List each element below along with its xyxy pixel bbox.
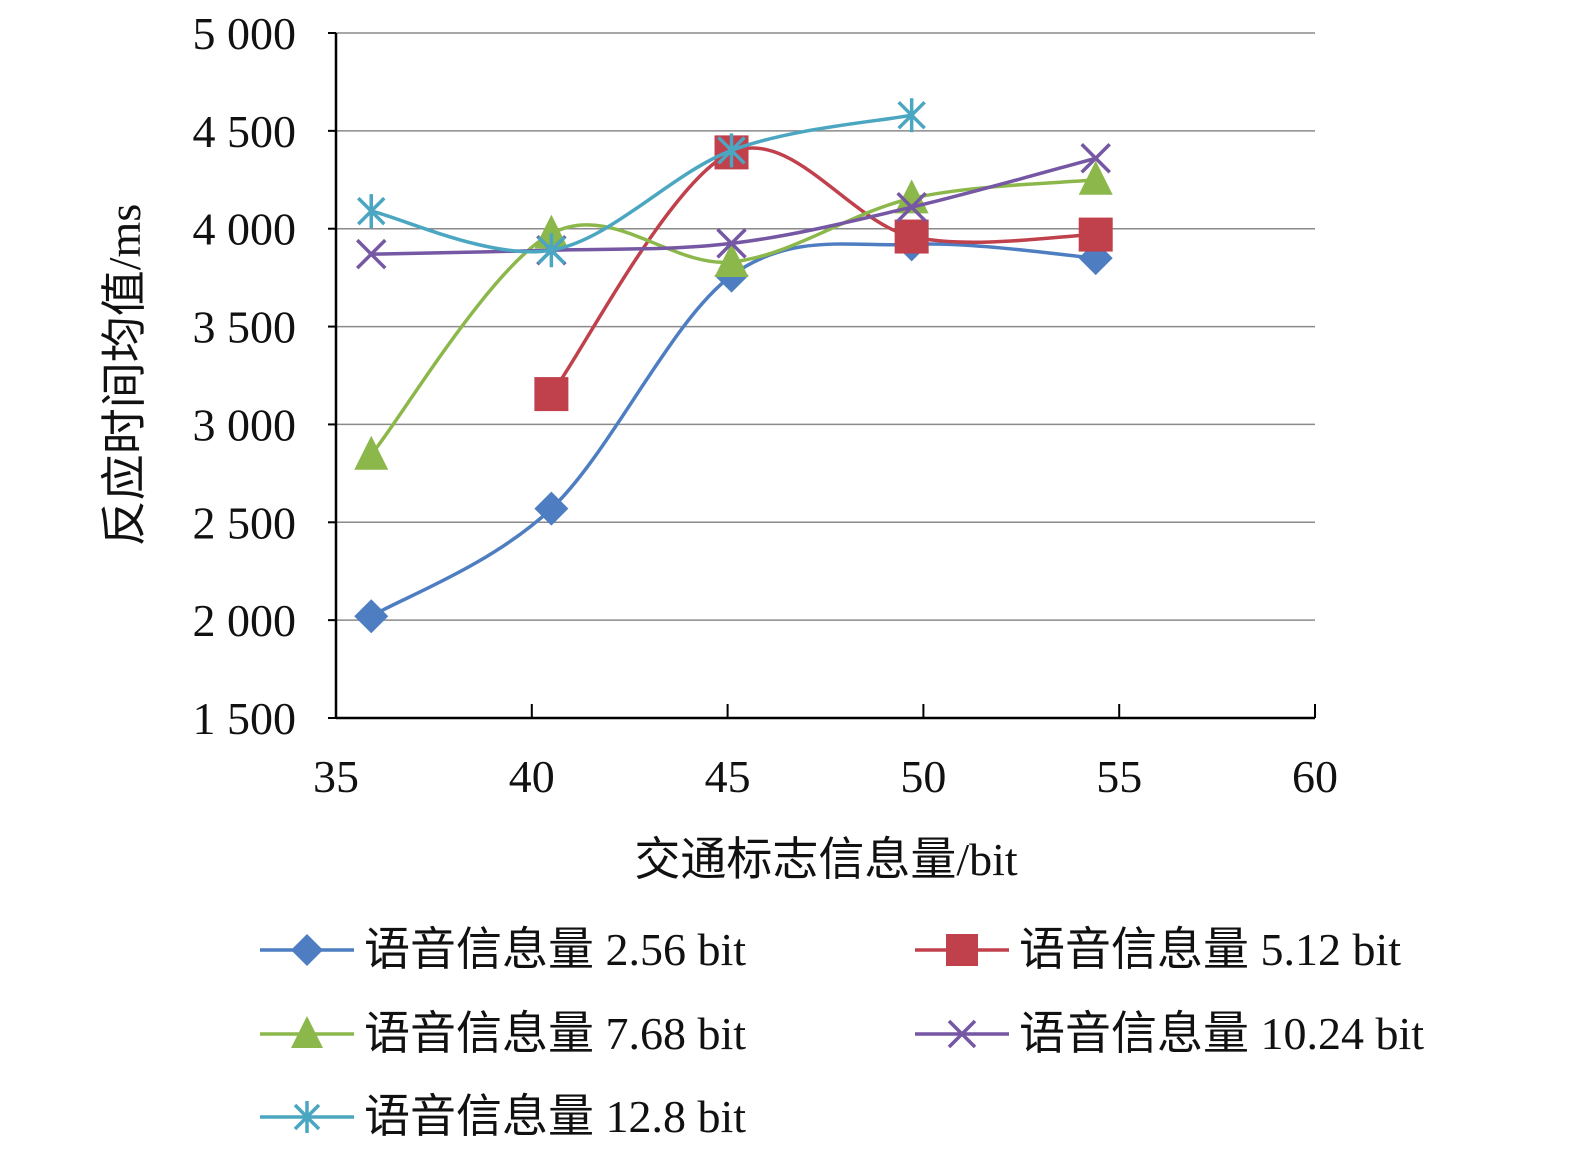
- legend-label: 语音信息量 2.56 bit: [364, 924, 746, 975]
- marker-square: [1078, 217, 1113, 252]
- marker-asterisk: [717, 133, 746, 168]
- legend-item: 语音信息量 5.12 bit: [915, 924, 1401, 975]
- x-tick-label: 40: [509, 751, 555, 802]
- marker-stroke: [1080, 143, 1111, 174]
- marker-stroke: [716, 228, 747, 259]
- legend-item: 语音信息量 7.68 bit: [260, 1008, 746, 1059]
- y-axis-label: 反应时间均值/ms: [99, 204, 150, 546]
- marker-triangle: [291, 1016, 323, 1048]
- y-tick-label: 2 000: [193, 595, 297, 646]
- legend-label: 语音信息量 7.68 bit: [364, 1008, 746, 1059]
- x-tick-label: 60: [1292, 751, 1338, 802]
- series-line: [370, 113, 912, 254]
- series-line: [370, 242, 1096, 618]
- marker-square: [534, 377, 569, 412]
- marker-x: [947, 1019, 977, 1049]
- marker-stroke: [356, 238, 387, 270]
- y-tick-label: 4 000: [193, 204, 297, 255]
- marker-triangle: [1078, 160, 1113, 195]
- x-tick-label: 55: [1096, 751, 1142, 802]
- y-tick-label: 1 500: [193, 693, 297, 744]
- x-tick-label: 45: [705, 751, 751, 802]
- legend-item: 语音信息量 2.56 bit: [260, 924, 746, 975]
- series-5: [357, 98, 926, 268]
- x-tick-label: 50: [900, 751, 946, 802]
- marker-stroke: [947, 1019, 977, 1049]
- marker-square: [894, 219, 929, 254]
- series-line: [369, 178, 1096, 456]
- series-group: [354, 98, 1113, 634]
- marker-x: [1080, 143, 1111, 174]
- legend-item: 语音信息量 10.24 bit: [915, 1008, 1424, 1059]
- x-tick-label: 35: [313, 751, 359, 802]
- y-tick-label: 3 000: [193, 399, 297, 450]
- legend: 语音信息量 2.56 bit 语音信息量 5.12 bit 语音信息量 7.68 b…: [260, 924, 1424, 1142]
- series-3: [354, 160, 1113, 470]
- x-axis-label: 交通标志信息量/bit: [634, 834, 1018, 885]
- marker-asterisk: [897, 98, 926, 133]
- marker-square: [946, 934, 978, 966]
- marker-triangle: [354, 435, 389, 470]
- marker-asterisk: [293, 1101, 321, 1133]
- marker-stroke: [896, 191, 927, 223]
- marker-x: [716, 228, 747, 259]
- y-tick-label: 5 000: [193, 8, 297, 59]
- legend-label: 语音信息量 10.24 bit: [1019, 1008, 1424, 1059]
- marker-asterisk: [537, 233, 566, 268]
- marker-triangle: [714, 242, 749, 277]
- marker-diamond: [291, 934, 323, 966]
- gridlines: [336, 32, 1315, 621]
- y-tick-label: 3 500: [193, 302, 297, 353]
- y-tick-label: 2 500: [193, 497, 297, 548]
- axes: 1 500 2 000 2 500 3 000 3 500 4 000 4 500 5 000…: [193, 8, 1339, 802]
- marker-asterisk: [357, 194, 386, 229]
- marker-x: [356, 238, 387, 270]
- marker-diamond: [354, 599, 389, 634]
- legend-label: 语音信息量 12.8 bit: [364, 1091, 746, 1142]
- marker-diamond: [534, 491, 569, 526]
- series-line: [549, 146, 1096, 396]
- legend-item: 语音信息量 12.8 bit: [260, 1091, 746, 1142]
- series-1: [354, 227, 1113, 634]
- series-2: [534, 135, 1113, 412]
- marker-diamond: [1078, 241, 1113, 276]
- legend-label: 语音信息量 5.12 bit: [1019, 924, 1401, 975]
- y-tick-label: 4 500: [193, 106, 297, 157]
- marker-x: [896, 191, 927, 223]
